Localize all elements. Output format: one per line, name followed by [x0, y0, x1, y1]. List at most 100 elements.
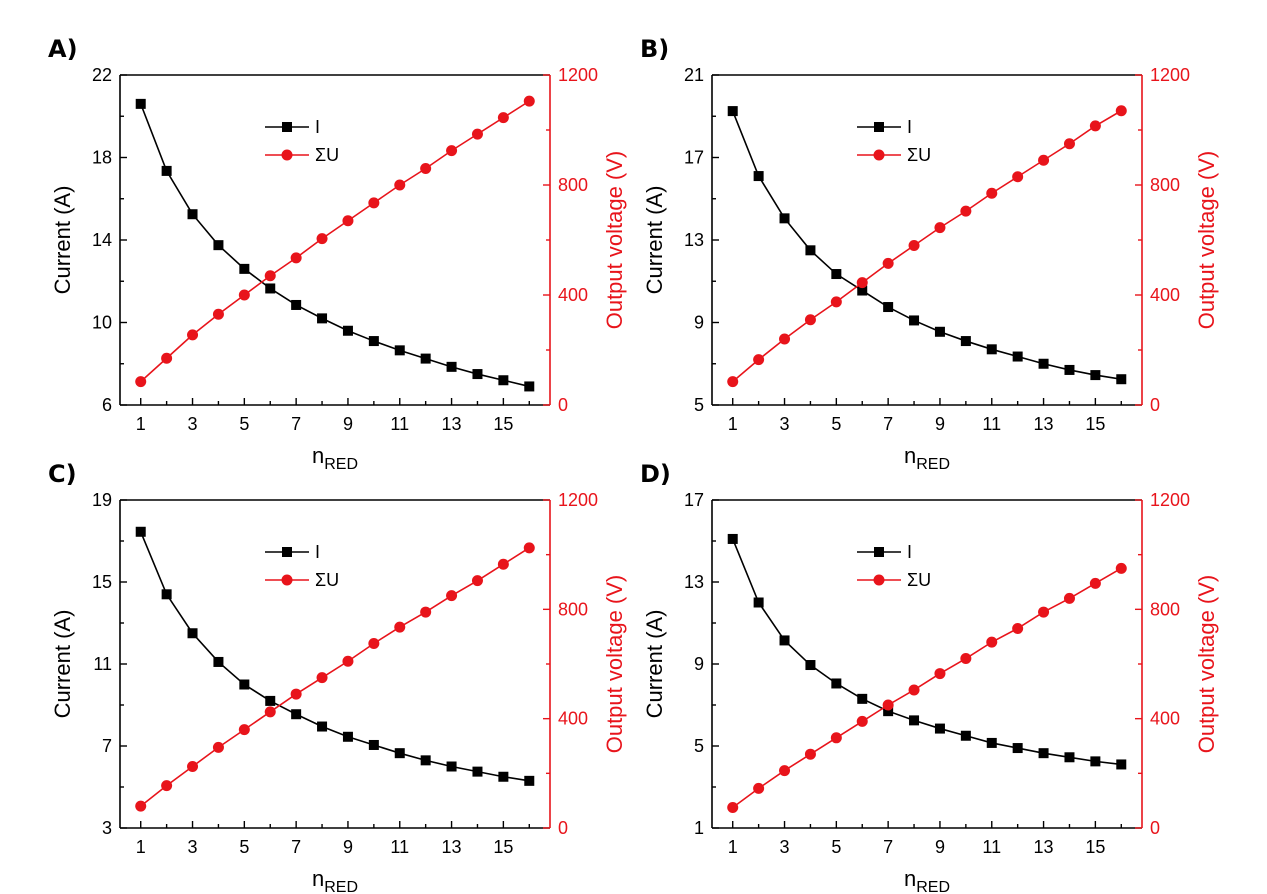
data-point-current [753, 171, 764, 182]
legend-marker-square [874, 122, 884, 132]
data-point-voltage [1038, 154, 1050, 166]
x-tick-label: 15 [1085, 414, 1105, 434]
data-point-voltage [908, 240, 920, 251]
data-point-current [883, 706, 894, 717]
data-point-current [187, 209, 198, 220]
data-point-current [394, 345, 405, 356]
x-tick-label: 1 [136, 837, 146, 857]
y-right-tick-label: 1200 [1150, 65, 1190, 85]
data-point-current [213, 656, 224, 667]
y-right-axis-title: Output voltage (V) [602, 151, 627, 330]
legend: I ΣU [857, 117, 931, 165]
data-point-voltage [882, 699, 894, 711]
data-point-current [1090, 370, 1101, 381]
series-line-current [139, 531, 530, 782]
x-tick-label: 9 [343, 837, 353, 857]
series-line-current [731, 110, 1122, 381]
y-right-tick-label: 800 [1150, 175, 1180, 195]
data-point-current [934, 723, 945, 734]
y-right-tick-label: 1200 [558, 490, 598, 510]
data-point-current [291, 709, 302, 720]
data-point-voltage [316, 233, 328, 245]
x-tick-label: 1 [136, 414, 146, 434]
y-left-tick-label: 21 [684, 65, 704, 85]
x-tick-label: 5 [239, 414, 249, 434]
y-right-axis-title: Output voltage (V) [602, 575, 627, 754]
y-left-tick-label: 3 [102, 818, 112, 838]
x-tick-label: 15 [1085, 837, 1105, 857]
legend-label: I [315, 117, 320, 137]
y-left-tick-label: 13 [684, 572, 704, 592]
x-tick-label: 3 [188, 414, 198, 434]
y-left-axis-title: Current (A) [642, 186, 667, 295]
panel-label: D) [640, 460, 671, 488]
y-left-axis-title: Current (A) [50, 186, 75, 295]
data-point-voltage [1089, 120, 1101, 132]
data-point-current [909, 715, 920, 726]
data-point-current [805, 660, 816, 671]
legend: I ΣU [857, 542, 931, 590]
series-line-voltage [140, 547, 530, 807]
data-point-current [524, 381, 535, 392]
legend-marker-square [282, 547, 292, 557]
data-point-voltage [420, 606, 432, 618]
data-point-current [161, 165, 172, 176]
data-point-voltage [753, 782, 765, 794]
series-line-current [731, 538, 1122, 766]
data-point-voltage [986, 187, 998, 199]
data-point-voltage [779, 333, 791, 345]
data-point-current [291, 299, 302, 310]
x-tick-label: 5 [831, 837, 841, 857]
data-point-voltage [135, 376, 147, 388]
data-point-voltage [187, 761, 199, 772]
y-left-tick-label: 13 [684, 230, 704, 250]
data-point-voltage [238, 289, 250, 301]
chart-panel: A)1 3 5 7 9 11 13 1561014182204008001200Current… [48, 35, 627, 473]
x-tick-label: 1 [728, 837, 738, 857]
x-tick-label: 13 [1034, 414, 1054, 434]
x-tick-label: 11 [982, 414, 1001, 434]
x-axis-title: nRED [904, 443, 950, 473]
data-point-voltage [497, 558, 509, 570]
data-point-current [1038, 748, 1049, 759]
data-point-current [317, 721, 328, 732]
y-left-axis-title: Current (A) [642, 610, 667, 719]
data-point-current [960, 730, 971, 741]
y-left-tick-label: 22 [92, 65, 112, 85]
x-axis-title-subscript: RED [324, 456, 358, 473]
data-point-current [472, 369, 483, 380]
data-point-current [1012, 743, 1023, 754]
data-point-current [831, 269, 842, 280]
data-point-current [857, 285, 868, 296]
data-point-voltage [1038, 606, 1050, 618]
data-point-current [317, 313, 328, 324]
y-left-axis-title: Current (A) [50, 610, 75, 719]
y-right-tick-label: 1200 [558, 65, 598, 85]
data-point-voltage [1115, 562, 1127, 574]
data-point-voltage [161, 780, 173, 792]
y-left-tick-label: 14 [92, 230, 112, 250]
data-point-current [239, 263, 250, 274]
data-point-voltage [727, 376, 739, 388]
panel-label: C) [48, 460, 77, 488]
x-axis-title: nRED [904, 866, 950, 894]
y-left-tick-label: 9 [694, 654, 704, 674]
data-point-voltage [1012, 622, 1024, 634]
data-point-current [986, 737, 997, 748]
x-axis-title: nRED [312, 443, 358, 473]
data-point-voltage [1089, 577, 1101, 589]
x-tick-label: 7 [883, 837, 893, 857]
data-point-current [779, 213, 790, 224]
y-left-tick-label: 17 [684, 148, 704, 168]
y-right-tick-label: 800 [558, 599, 588, 619]
data-point-voltage [368, 638, 380, 649]
data-point-current [857, 693, 868, 704]
legend-label: ΣU [907, 145, 931, 165]
legend-label: ΣU [907, 570, 931, 590]
data-point-voltage [135, 800, 147, 812]
y-left-tick-label: 19 [92, 490, 112, 510]
x-tick-label: 7 [291, 837, 301, 857]
data-point-current [342, 325, 353, 336]
data-point-current [883, 302, 894, 313]
